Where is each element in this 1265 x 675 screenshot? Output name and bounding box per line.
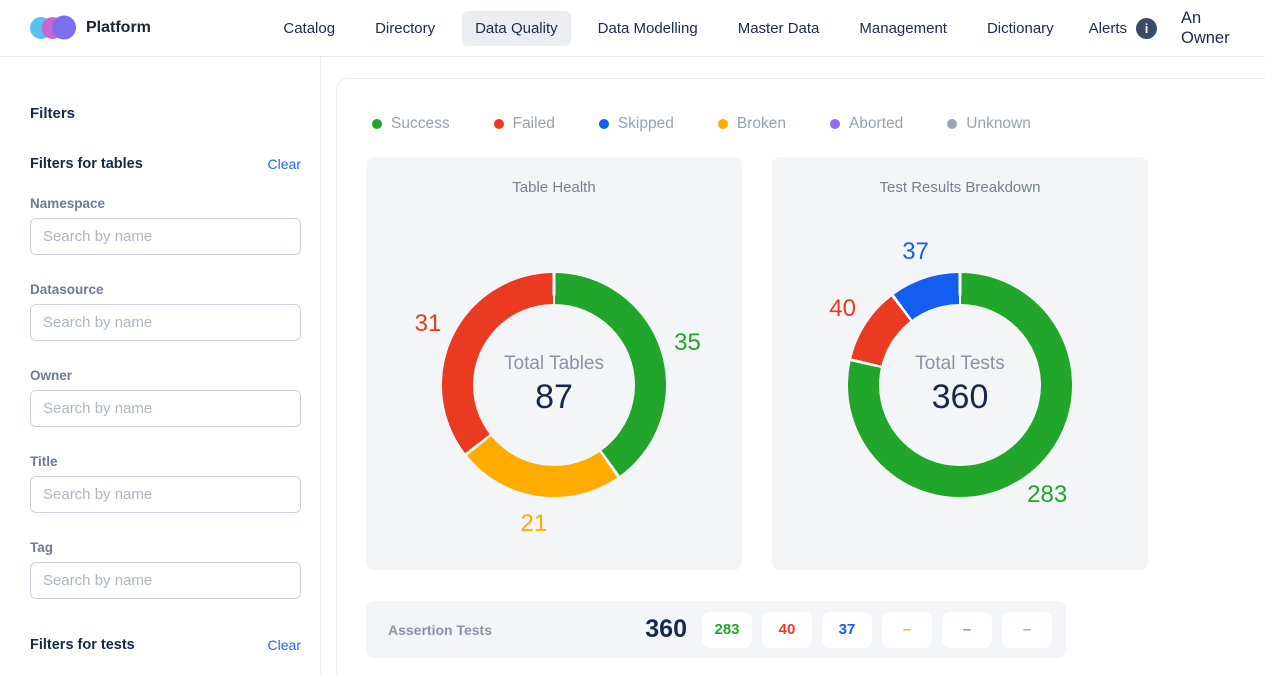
filter-sections: Filters for tables Clear Namespace Datasour… [30,156,320,653]
legend-item-skipped[interactable]: Skipped [598,115,674,133]
chart-card-table-health: Table Health 35 21 31 Total Tables 87 [366,157,742,570]
segment-value-success: 283 [1027,480,1068,508]
filters-sidebar: Filters Filters for tables Clear Namespace… [0,57,321,675]
page-body: Filters Filters for tables Clear Namespace… [0,57,1265,675]
section-title: Filters for tables [30,156,143,172]
status-badges: 283 40 37– – – [692,611,1052,648]
clear-link-filters-for-tests[interactable]: Clear [267,637,301,653]
main-area: Success Failed Skipped Broken Aborted Unknown… [321,57,1265,675]
alerts-group: Alerts i [1088,17,1157,39]
donut-center-label: Total Tables [504,353,604,374]
legend-item-aborted[interactable]: Aborted [829,115,904,133]
top-nav: Platform Catalog Directory Data Quality Dat… [0,0,1265,57]
filter-label-datasource: Datasource [30,282,104,297]
filter-label-owner: Owner [30,368,73,383]
filters-heading: Filters [30,105,76,122]
donut-table-health[interactable]: 35 21 31 Total Tables 87 [415,273,701,537]
section-header: Filters for tests Clear [30,637,301,653]
legend-item-success[interactable]: Success [372,115,450,133]
assertion-row-label: Assertion Tests [388,621,492,638]
donut-center: Total Tables 87 [473,304,635,466]
legend-label: Unknown [966,115,1031,132]
nav-item-data-quality[interactable]: Data Quality [462,10,571,46]
filter-field-title: Title [30,454,301,513]
legend-item-failed[interactable]: Failed [493,115,555,133]
status-legend: Success Failed Skipped Broken Aborted Unknown [372,115,1265,133]
badge-aborted: – [942,611,992,648]
nav-item-directory[interactable]: Directory [375,19,436,37]
failed-dot-icon [493,119,504,129]
segment-value-failed: 40 [829,294,856,322]
legend-label: Aborted [848,115,904,132]
nav-item-master-data[interactable]: Master Data [737,19,820,37]
chart-title: Table Health [512,179,596,196]
info-icon[interactable]: i [1136,17,1157,39]
filter-field-owner: Owner [30,368,301,427]
badge-failed: 40 [762,611,812,648]
user-menu[interactable]: An Owner [1181,9,1230,47]
success-dot-icon [372,119,382,129]
donut-center-total: 87 [535,378,573,416]
filter-input-owner[interactable] [30,390,301,427]
legend-label: Broken [736,115,786,132]
badge-success: 283 [702,611,752,648]
donut-center: Total Tests 360 [879,304,1041,466]
section-title: Filters for tests [30,637,135,653]
assertion-tests-row: Assertion Tests 360 283 40 37– – – [366,601,1066,658]
nav-item-data-modelling[interactable]: Data Modelling [597,19,698,37]
filter-input-datasource[interactable] [30,304,301,341]
section-header: Filters for tables Clear [30,156,301,172]
filter-field-namespace: Namespace [30,196,301,255]
broken-dot-icon [717,119,728,129]
nav-item-management[interactable]: Management [859,19,947,37]
filter-section-filters-for-tables: Filters for tables Clear Namespace Datasour… [30,156,301,599]
legend-label: Success [391,115,450,132]
charts-row: Table Health 35 21 31 Total Tables 87 Test Res… [366,157,1265,570]
skipped-dot-icon [598,119,609,129]
main-nav: Catalog Directory Data Quality Data Modelli… [270,10,1066,46]
platform-logo-icon [30,15,76,40]
segment-value-failed: 31 [414,309,442,337]
chart-title: Test Results Breakdown [879,179,1041,196]
nav-item-dictionary[interactable]: Dictionary [986,19,1054,37]
unknown-dot-icon [947,119,958,129]
filter-section-filters-for-tests: Filters for tests Clear [30,637,301,653]
brand[interactable]: Platform [30,12,151,44]
dashboard-panel: Success Failed Skipped Broken Aborted Unknown… [336,78,1265,675]
filter-label-title: Title [30,454,58,469]
badge-unknown: – [1002,611,1052,648]
filter-label-tag: Tag [30,540,53,555]
donut-center-total: 360 [931,378,989,416]
filter-input-namespace[interactable] [30,218,301,255]
legend-label: Skipped [617,115,674,132]
segment-value-broken: 21 [520,509,548,537]
nav-item-catalog[interactable]: Catalog [283,19,336,37]
aborted-dot-icon [829,119,840,129]
filter-label-namespace: Namespace [30,196,106,211]
donut-test-results-breakdown[interactable]: 283 40 37 Total Tests 360 [829,238,1072,508]
legend-label: Failed [512,115,555,132]
badge-skipped: 37 [822,611,872,648]
badge-broken: – [882,611,932,648]
assertion-total: 360 [645,615,687,643]
donut-center-label: Total Tests [915,353,1005,374]
segment-value-skipped: 37 [902,238,929,266]
nav-item-alerts[interactable]: Alerts [1088,19,1127,37]
filter-input-tag[interactable] [30,562,301,599]
filter-input-title[interactable] [30,476,301,513]
clear-link-filters-for-tables[interactable]: Clear [267,156,301,172]
segment-value-success: 35 [674,328,701,356]
chart-card-test-results-breakdown: Test Results Breakdown 283 40 37 Total Tests… [772,157,1148,570]
filter-field-tag: Tag [30,540,301,599]
brand-name: Platform [86,19,151,36]
legend-item-unknown[interactable]: Unknown [947,115,1031,133]
legend-item-broken[interactable]: Broken [717,115,786,133]
filter-field-datasource: Datasource [30,282,301,341]
